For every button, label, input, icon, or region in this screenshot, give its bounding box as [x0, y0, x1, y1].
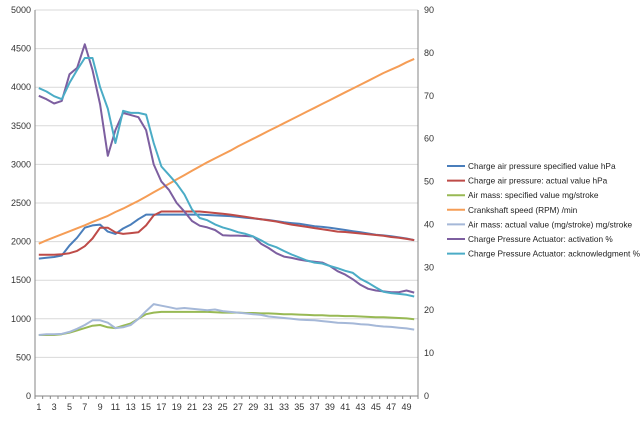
- x-tick-label: 33: [279, 402, 289, 412]
- x-tick-label: 9: [98, 402, 103, 412]
- y-tick-label: 500: [16, 352, 31, 362]
- legend-item: Charge Pressure Actuator: acknowledgment…: [447, 249, 640, 259]
- y-tick-label: 4000: [11, 82, 31, 92]
- x-tick-label: 39: [325, 402, 335, 412]
- y2-tick-label: 40: [424, 219, 434, 229]
- legend-item: Charge Pressure Actuator: activation %: [447, 234, 613, 244]
- x-tick-label: 19: [172, 402, 182, 412]
- series-line: [38, 213, 415, 260]
- legend-item: Air mass: actual value (mg/stroke) mg/st…: [447, 219, 633, 229]
- x-tick-label: 11: [111, 402, 120, 412]
- legend-item: Air mass: specified value mg/stroke: [447, 190, 599, 200]
- legend-item: Crankshaft speed (RPM) /min: [447, 205, 578, 215]
- x-tick-label: 7: [82, 402, 87, 412]
- x-tick-label: 31: [264, 402, 274, 412]
- x-tick-label: 3: [52, 402, 57, 412]
- legend-label: Charge Pressure Actuator: activation %: [468, 234, 613, 244]
- x-tick-label: 41: [340, 402, 350, 412]
- legend-item: Charge air pressure specified value hPa: [447, 161, 616, 171]
- y2-tick-label: 80: [424, 48, 434, 58]
- x-tick-label: 47: [386, 402, 396, 412]
- legend-label: Crankshaft speed (RPM) /min: [468, 205, 578, 215]
- x-tick-label: 17: [156, 402, 166, 412]
- x-tick-label: 49: [402, 402, 412, 412]
- series-line: [38, 43, 415, 294]
- x-tick-label: 45: [371, 402, 381, 412]
- y-tick-label: 2000: [11, 237, 31, 247]
- x-tick-label: 29: [248, 402, 258, 412]
- y-tick-label: 2500: [11, 198, 31, 208]
- x-tick-label: 27: [233, 402, 243, 412]
- legend-label: Charge Pressure Actuator: acknowledgment…: [468, 249, 640, 259]
- x-tick-label: 5: [67, 402, 72, 412]
- series-layer: [38, 43, 415, 336]
- series-line: [38, 57, 415, 245]
- series-line: [38, 310, 415, 336]
- y2-tick-label: 90: [424, 5, 434, 15]
- series-line: [38, 303, 415, 336]
- x-tick-label: 21: [187, 402, 197, 412]
- series-line: [38, 57, 415, 298]
- y-tick-label: 1500: [11, 275, 31, 285]
- series-line: [38, 210, 415, 256]
- y2-tick-label: 0: [424, 391, 429, 401]
- x-tick-label: 37: [310, 402, 320, 412]
- axis-layer: 0500100015002000250030003500400045005000…: [11, 5, 434, 412]
- y-tick-label: 3500: [11, 121, 31, 131]
- y2-tick-label: 70: [424, 91, 434, 101]
- x-tick-label: 13: [126, 402, 136, 412]
- y-tick-label: 3000: [11, 159, 31, 169]
- x-tick-label: 1: [36, 402, 41, 412]
- legend-item: Charge air pressure: actual value hPa: [447, 176, 608, 186]
- y2-tick-label: 60: [424, 134, 434, 144]
- x-tick-label: 15: [141, 402, 151, 412]
- legend-label: Air mass: actual value (mg/stroke) mg/st…: [468, 219, 633, 229]
- grid-layer: [35, 9, 418, 397]
- legend-label: Charge air pressure specified value hPa: [468, 161, 616, 171]
- y2-tick-label: 50: [424, 177, 434, 187]
- x-tick-label: 43: [356, 402, 366, 412]
- y-tick-label: 1000: [11, 314, 31, 324]
- y-tick-label: 0: [26, 391, 31, 401]
- y-tick-label: 4500: [11, 44, 31, 54]
- x-tick-label: 23: [202, 402, 212, 412]
- y2-tick-label: 30: [424, 262, 434, 272]
- x-tick-label: 25: [218, 402, 228, 412]
- y2-tick-label: 10: [424, 348, 434, 358]
- legend-label: Air mass: specified value mg/stroke: [468, 190, 599, 200]
- legend-label: Charge air pressure: actual value hPa: [468, 176, 608, 186]
- x-tick-label: 35: [294, 402, 304, 412]
- legend: Charge air pressure specified value hPa C…: [447, 161, 640, 259]
- y2-tick-label: 20: [424, 305, 434, 315]
- y-tick-label: 5000: [11, 5, 31, 15]
